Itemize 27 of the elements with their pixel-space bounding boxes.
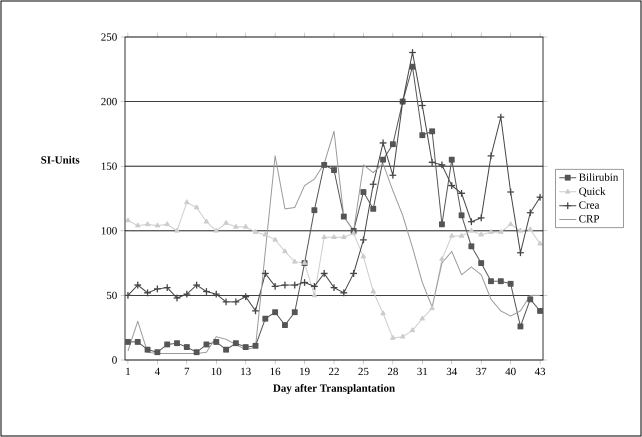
y-tick-label: 250 <box>101 33 117 41</box>
legend-label: Crea <box>579 201 600 209</box>
legend-label: CRP <box>579 215 600 222</box>
x-tick-label: 34 <box>446 368 458 376</box>
x-tick-label: 37 <box>476 368 486 376</box>
x-tick-label: 7 <box>184 368 190 375</box>
x-tick-label: 10 <box>212 368 222 376</box>
x-tick-label: 25 <box>358 368 368 376</box>
x-tick-label: 40 <box>505 368 516 376</box>
legend-label: Bilirubin <box>579 173 618 181</box>
x-tick-label: 4 <box>154 368 160 375</box>
y-tick-label: 100 <box>102 227 117 234</box>
x-tick-label: 16 <box>270 368 280 376</box>
x-tick-label: 31 <box>417 368 428 376</box>
y-tick-label: 50 <box>106 292 117 300</box>
x-tick-label: 13 <box>241 368 251 376</box>
y-axis-title: SI-Units <box>41 156 80 164</box>
y-tick-label: 150 <box>102 162 117 170</box>
x-axis-title: Day after Transplantation <box>273 384 395 394</box>
y-tick-label: 200 <box>101 98 117 106</box>
x-tick-label: 22 <box>329 368 339 376</box>
y-tick-label: 0 <box>112 356 117 364</box>
x-tick-label: 19 <box>300 368 310 376</box>
legend-label: Quick <box>579 187 606 197</box>
x-tick-label: 43 <box>534 368 546 376</box>
x-tick-label: 1 <box>126 368 130 376</box>
x-tick-label: 28 <box>388 368 398 376</box>
